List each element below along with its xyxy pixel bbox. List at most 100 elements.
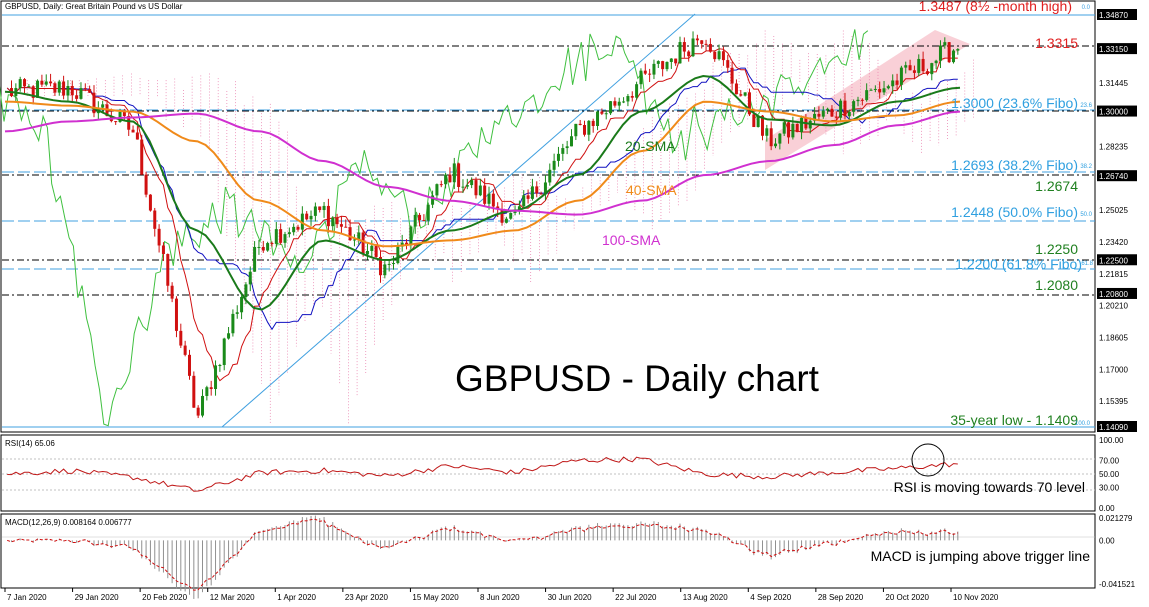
date-tick-label: 4 Sep 2020 [750, 593, 791, 602]
candle-body [392, 263, 396, 265]
candle-body [83, 88, 87, 90]
candle-body [435, 184, 439, 196]
candle-body [578, 123, 582, 126]
price-tag-bg [1097, 105, 1137, 117]
candle-body [817, 113, 821, 117]
macd-axis: 0.021279 0.00 -0.041521 [1099, 514, 1136, 589]
candle-body [214, 365, 218, 390]
tenkan-line [6, 48, 958, 382]
candle-body [587, 120, 591, 135]
candle-body [626, 96, 630, 102]
candle-body [912, 70, 916, 73]
macd-histogram [11, 515, 959, 599]
price-tick-label: 1.26740 [1099, 172, 1128, 181]
macd-signal-line [7, 518, 958, 591]
price-tick-label: 1.30000 [1099, 108, 1128, 117]
candle-body [774, 143, 778, 147]
candle-body [244, 284, 248, 298]
date-tick-label: 23 Apr 2020 [345, 593, 389, 602]
macd-tick-label: 0.00 [1099, 536, 1115, 545]
candle-body [227, 333, 231, 339]
candle-body [535, 186, 539, 194]
candle-body [222, 338, 226, 366]
candle-body [326, 205, 330, 227]
date-tick-label: 15 May 2020 [412, 593, 459, 602]
candle-body [487, 193, 491, 204]
candle-body [734, 83, 738, 95]
low-35y-label: 35-year low - 1.1409 [950, 412, 1078, 428]
date-tick-label: 22 Jul 2020 [615, 593, 657, 602]
price-tag-bg [1097, 287, 1137, 299]
lagging-span-line [0, 29, 869, 427]
candle-body [357, 232, 361, 240]
candle-body [600, 111, 604, 114]
candle-body [57, 81, 61, 93]
candle-body [40, 80, 44, 85]
candle-body [695, 38, 699, 41]
price-tag-bg [1097, 9, 1137, 20]
candle-body [305, 213, 309, 220]
fibo-382-tag: 38.2 [1080, 164, 1092, 170]
rsi-note: RSI is moving towards 70 level [894, 479, 1085, 495]
candle-body [556, 153, 560, 161]
candle-body [253, 246, 257, 272]
price-tag-bg [1097, 254, 1137, 266]
level-12674-label: 1.2674 [1035, 178, 1078, 194]
price-tick-label: 1.25025 [1099, 206, 1128, 215]
candle-body [752, 114, 756, 128]
price-tag-bg [1097, 43, 1137, 55]
lagging-span-path [0, 29, 869, 427]
candle-body [166, 254, 170, 286]
candle-body [843, 100, 847, 117]
candle-body [335, 217, 339, 225]
price-tick-label: 1.14090 [1099, 423, 1128, 432]
macd-header-title: MACD(12,26,9) 0.008164 0.006777 [5, 518, 132, 527]
candle-body [418, 214, 422, 221]
rsi-tick-label: 50.00 [1099, 470, 1120, 479]
date-tick-label: 30 Jun 2020 [548, 593, 593, 602]
candle-body [652, 63, 656, 75]
candle-body [760, 115, 764, 136]
candle-body [483, 185, 487, 204]
rsi-tick-label: 100.00 [1099, 436, 1124, 445]
candle-body [201, 395, 205, 416]
candle-body [708, 44, 712, 52]
candle-body [44, 81, 48, 85]
macd-panel [0, 513, 1096, 589]
candle-body [609, 101, 613, 114]
candle-body [274, 229, 278, 244]
candle-body [70, 86, 74, 96]
candle-body [266, 243, 270, 251]
candle-body [869, 89, 873, 91]
candle-body [930, 63, 934, 75]
candle-body [669, 58, 673, 62]
candle-body [674, 58, 678, 64]
rsi-tick-label: 0.00 [1099, 504, 1115, 513]
candle-body [352, 239, 356, 241]
candle-body [49, 81, 53, 84]
price-tick-label: 1.23420 [1099, 238, 1128, 247]
candle-body [287, 232, 291, 235]
candle-body [691, 38, 695, 57]
candle-body [800, 117, 804, 133]
candle-body [539, 193, 543, 195]
candle-body [248, 271, 252, 285]
candle-body [925, 71, 929, 75]
candle-body [747, 92, 751, 115]
fibo-236-tag: 23.6 [1080, 103, 1092, 109]
candle-body [426, 204, 430, 221]
candle-body [23, 79, 27, 87]
candle-body [470, 180, 474, 186]
candle-body [569, 136, 573, 147]
candle-body [361, 232, 365, 255]
candle-body [88, 89, 92, 93]
candle-body [383, 264, 387, 276]
candle-body [218, 365, 222, 367]
candle-body [904, 65, 908, 68]
price-tick-label: 1.15395 [1099, 397, 1128, 406]
candle-body [661, 61, 665, 70]
candle-body [257, 246, 261, 248]
date-tick-label: 20 Oct 2020 [885, 593, 929, 602]
candle-body [813, 113, 817, 121]
fibo-top-tag: 0.0 [1082, 5, 1091, 11]
